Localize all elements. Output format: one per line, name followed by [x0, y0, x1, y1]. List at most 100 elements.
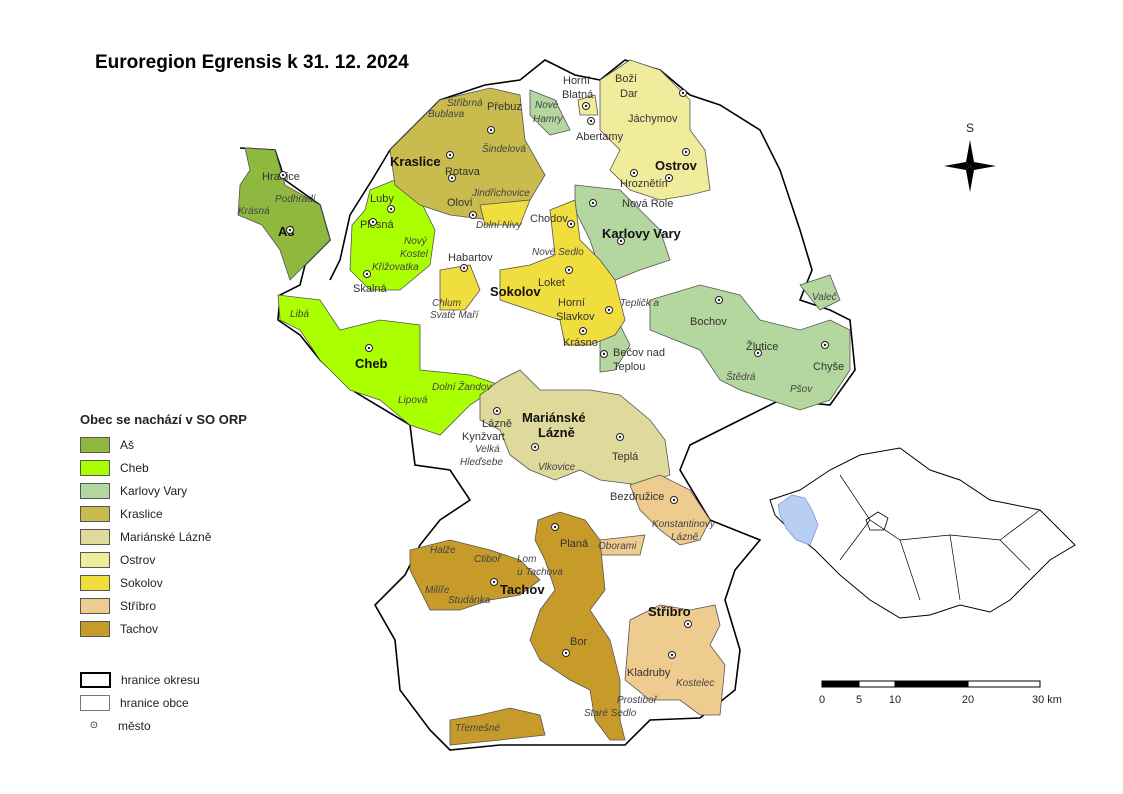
town-label: Žlutice — [746, 340, 778, 353]
village-label: Libá — [290, 309, 309, 320]
legend-label: hranice okresu — [121, 672, 200, 687]
town-marker-dot — [553, 525, 557, 529]
region-sokolov — [479, 199, 531, 226]
region-kraslice — [389, 87, 546, 221]
legend-swatch — [80, 574, 110, 591]
town-label: Kladruby — [627, 667, 671, 679]
legend-title: Obec se nachází v SO ORP — [80, 412, 247, 427]
town-marker-dot — [589, 119, 593, 123]
town-label: Dar — [620, 88, 638, 100]
town-label: Loket — [538, 277, 565, 289]
orp-label: Ostrov — [655, 158, 698, 173]
scale-bar-segment — [821, 680, 860, 688]
village-label: Lázně — [671, 532, 699, 543]
legend-town: ⊙ město — [80, 714, 247, 737]
legend-label: Mariánské Lázně — [120, 529, 212, 544]
village-label: Pšov — [790, 384, 813, 395]
town-marker-dot — [367, 346, 371, 350]
legend-label: město — [118, 718, 151, 733]
north-label: S — [966, 121, 974, 135]
legend-label: Karlovy Vary — [120, 483, 188, 498]
village-label: Ctiboř — [474, 554, 502, 565]
town-label: Přebuz — [487, 101, 522, 113]
region-tachov — [529, 511, 626, 741]
town-marker-dot — [471, 213, 475, 217]
town-label: Habartov — [448, 252, 493, 264]
town-marker-dot — [371, 220, 375, 224]
legend-label: Cheb — [120, 460, 149, 475]
town-marker-dot — [569, 222, 573, 226]
town-label: Horní — [558, 297, 585, 309]
village-label: Hleďsebe — [460, 457, 503, 468]
village-label: Dolní Žandov — [432, 380, 492, 393]
inset-region-highlight — [777, 494, 819, 546]
legend-swatch — [80, 482, 110, 499]
town-label: Lázně — [482, 418, 512, 430]
village-label: Třemešné — [455, 723, 500, 734]
village-label: Stříbrná — [447, 98, 483, 109]
legend-label: hranice obce — [120, 695, 189, 710]
town-marker-dot — [564, 651, 568, 655]
town-marker-dot — [756, 351, 760, 355]
village-label: Dolní Nivy — [476, 220, 523, 231]
region-stříbro — [629, 474, 711, 546]
town-label: Horní — [563, 75, 590, 87]
village-label: Lom — [517, 554, 536, 565]
legend-item: Kraslice — [80, 502, 247, 525]
orp-label: Kraslice — [390, 154, 441, 169]
town-marker-dot — [450, 176, 454, 180]
map-title: Euroregion Egrensis k 31. 12. 2024 — [95, 52, 409, 73]
village-label: Valeč — [812, 292, 837, 303]
town-label: Abertamy — [576, 131, 624, 143]
town-label: Bezdružice — [610, 491, 664, 503]
legend-swatch — [80, 551, 110, 568]
inset-map — [769, 447, 1076, 619]
village-label: Křižovatka — [372, 262, 419, 273]
town-label: Slavkov — [556, 311, 595, 323]
town-marker-dot — [632, 171, 636, 175]
village-label: Kostel — [400, 249, 429, 260]
town-label: Oloví — [447, 197, 473, 209]
village-label: Hamry — [533, 114, 563, 125]
region-stříbro — [624, 604, 726, 716]
village-label: Velká — [475, 444, 500, 455]
town-label: Bochov — [690, 316, 727, 328]
village-label: Kostelec — [676, 678, 714, 689]
legend-municipality-boundary: hranice obce — [80, 691, 247, 714]
scale-bar-segment — [858, 680, 896, 688]
orp-label: Mariánské — [522, 410, 586, 425]
region-karlovy-vary — [799, 274, 841, 311]
town-label: Boží — [615, 73, 637, 85]
village-label: Nový — [404, 236, 428, 247]
village-label: Tepličk a — [620, 298, 660, 309]
town-marker-icon: ⊙ — [89, 720, 99, 731]
legend-label: Aš — [120, 437, 135, 452]
village-label: Konstantinovy — [652, 519, 716, 530]
town-label: Krásno — [563, 337, 598, 349]
orp-label: Cheb — [355, 356, 388, 371]
legend-item: Stříbro — [80, 594, 247, 617]
town-marker-dot — [495, 409, 499, 413]
town-label: Nová Role — [622, 198, 673, 210]
region-sokolov — [499, 199, 626, 346]
town-label: Blatná — [562, 89, 594, 101]
town-marker-dot — [667, 176, 671, 180]
village-label: Svaté Maří — [430, 310, 480, 321]
legend-label: Ostrov — [120, 552, 156, 567]
village-label: Milíře — [425, 585, 450, 596]
village-label: Oborami — [598, 541, 637, 552]
village-label: Studánka — [448, 595, 491, 606]
town-marker-dot — [681, 91, 685, 95]
village-label: Bublava — [428, 109, 465, 120]
town-marker-dot — [281, 173, 285, 177]
town-label: Chodov — [530, 213, 568, 225]
village-label: Halže — [430, 545, 456, 556]
town-marker-dot — [618, 435, 622, 439]
town-label: Kynžvart — [462, 431, 505, 443]
legend-swatch — [80, 505, 110, 522]
town-marker-dot — [670, 653, 674, 657]
village-label: Chlum — [432, 298, 461, 309]
town-marker-dot — [389, 207, 393, 211]
town-marker-dot — [602, 352, 606, 356]
town-marker-dot — [567, 268, 571, 272]
